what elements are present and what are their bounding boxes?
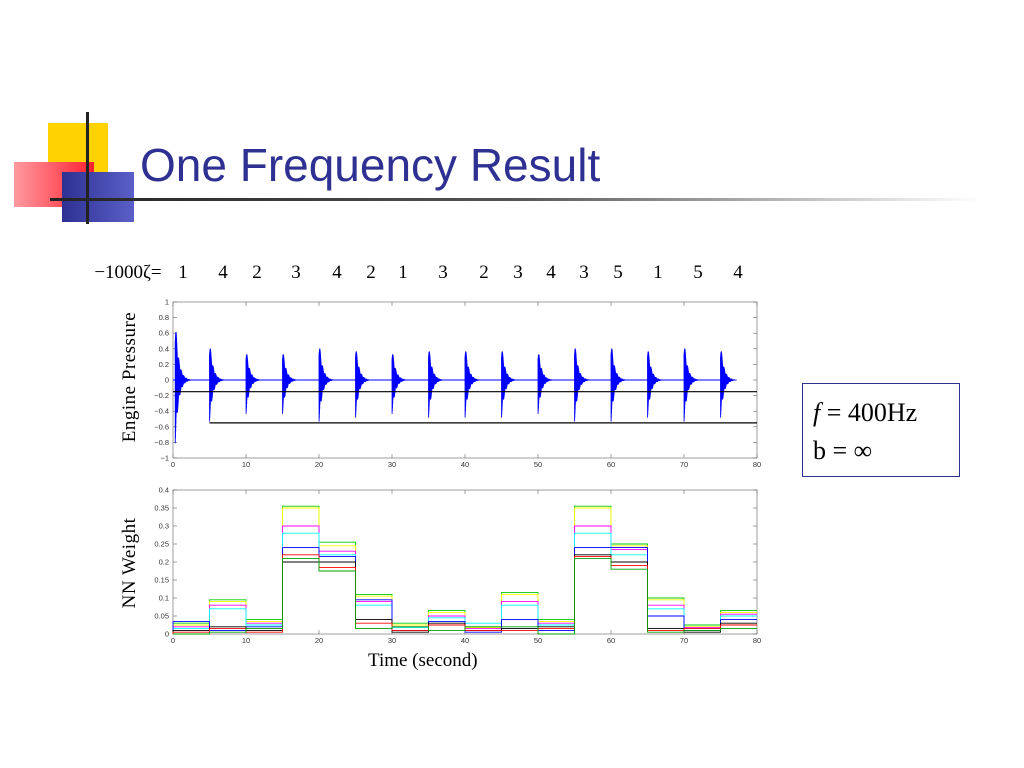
deco-horizontal-rule bbox=[50, 198, 980, 201]
signal-burst bbox=[355, 351, 372, 418]
slide-title: One Frequency Result bbox=[140, 139, 601, 191]
zeta-value: 1 bbox=[653, 262, 663, 283]
y-tick-label: 0.2 bbox=[159, 558, 169, 567]
x-tick-label: 0 bbox=[171, 636, 175, 645]
frequency-line: f = 400Hz bbox=[813, 398, 917, 428]
y-tick-label: 0.8 bbox=[159, 313, 169, 322]
signal-burst bbox=[464, 351, 482, 418]
y-tick-label: 0 bbox=[165, 630, 169, 639]
y-tick-label: 0.05 bbox=[154, 612, 169, 621]
y-tick-label: 0.25 bbox=[154, 540, 169, 549]
y-tick-label: 0.6 bbox=[159, 329, 169, 338]
y-tick-label: 0.3 bbox=[159, 522, 169, 531]
signal-burst bbox=[720, 351, 737, 418]
signal-burst bbox=[209, 348, 227, 422]
zeta-value: 5 bbox=[693, 262, 703, 283]
signal-burst bbox=[610, 348, 628, 422]
zeta-value: 4 bbox=[733, 262, 743, 283]
y-tick-label: −0.2 bbox=[154, 391, 169, 400]
frequency-value: = 400Hz bbox=[820, 398, 918, 427]
x-tick-label: 60 bbox=[607, 460, 615, 469]
y-tick-label: −1 bbox=[160, 454, 169, 463]
y-tick-label: 0.35 bbox=[154, 504, 169, 513]
frequency-symbol: f bbox=[813, 398, 821, 427]
x-tick-label: 20 bbox=[315, 636, 323, 645]
parameter-box: f = 400Hz b = ∞ bbox=[802, 383, 960, 477]
y-tick-label: 0.4 bbox=[159, 344, 169, 353]
zeta-value: 2 bbox=[479, 262, 489, 283]
y-tick-label: 0.1 bbox=[159, 594, 169, 603]
zeta-value: 4 bbox=[332, 262, 342, 283]
signal-burst bbox=[428, 351, 445, 418]
zeta-row: −1000ζ= 1 4 2 3 4 2 1 3 2 3 4 3 5 1 5 4 bbox=[0, 262, 1024, 292]
zeta-row-label: −1000ζ= bbox=[94, 262, 162, 283]
signal-burst bbox=[683, 348, 701, 422]
y-tick-label: −0.8 bbox=[154, 438, 169, 447]
y-tick-label: 0.2 bbox=[159, 360, 169, 369]
signal-burst bbox=[537, 354, 555, 414]
signal-burst bbox=[282, 354, 299, 414]
y-tick-label: 0.4 bbox=[159, 486, 169, 495]
y-tick-label: −0.4 bbox=[154, 407, 169, 416]
x-tick-label: 60 bbox=[607, 636, 615, 645]
zeta-value: 3 bbox=[513, 262, 523, 283]
y-tick-label: 0.15 bbox=[154, 576, 169, 585]
zeta-value: 3 bbox=[438, 262, 448, 283]
zeta-value: 1 bbox=[178, 262, 188, 283]
weight-series-line bbox=[173, 557, 757, 635]
zeta-value: 5 bbox=[613, 262, 623, 283]
signal-burst bbox=[574, 348, 592, 422]
x-tick-label: 70 bbox=[680, 636, 688, 645]
x-tick-label: 30 bbox=[388, 636, 396, 645]
x-tick-label: 10 bbox=[242, 636, 250, 645]
y-tick-label: 0 bbox=[165, 376, 169, 385]
x-tick-label: 20 bbox=[315, 460, 323, 469]
signal-burst bbox=[391, 354, 409, 414]
zeta-value: 1 bbox=[398, 262, 408, 283]
zeta-value: 2 bbox=[366, 262, 376, 283]
signal-burst bbox=[318, 348, 336, 422]
x-tick-label: 50 bbox=[534, 636, 542, 645]
signal-burst bbox=[501, 351, 518, 418]
x-tick-label: 0 bbox=[171, 460, 175, 469]
x-tick-label: 70 bbox=[680, 460, 688, 469]
signal-burst bbox=[245, 354, 263, 414]
y-tick-label: −0.6 bbox=[154, 422, 169, 431]
x-tick-label: 50 bbox=[534, 460, 542, 469]
x-tick-label: 80 bbox=[753, 636, 761, 645]
x-tick-label: 10 bbox=[242, 460, 250, 469]
x-tick-label: 30 bbox=[388, 460, 396, 469]
zeta-value: 3 bbox=[291, 262, 301, 283]
y-tick-label: 1 bbox=[165, 298, 169, 307]
deco-vertical-line bbox=[86, 112, 89, 224]
zeta-value: 2 bbox=[252, 262, 262, 283]
zeta-value: 4 bbox=[546, 262, 556, 283]
signal-burst bbox=[647, 351, 664, 418]
deco-blue-square bbox=[62, 172, 134, 222]
zeta-value: 3 bbox=[579, 262, 589, 283]
x-tick-label: 40 bbox=[461, 460, 469, 469]
x-tick-label: 80 bbox=[753, 460, 761, 469]
x-axis-label: Time (second) bbox=[368, 650, 478, 671]
zeta-value: 4 bbox=[218, 262, 228, 283]
b-line: b = ∞ bbox=[813, 436, 873, 465]
x-tick-label: 40 bbox=[461, 636, 469, 645]
